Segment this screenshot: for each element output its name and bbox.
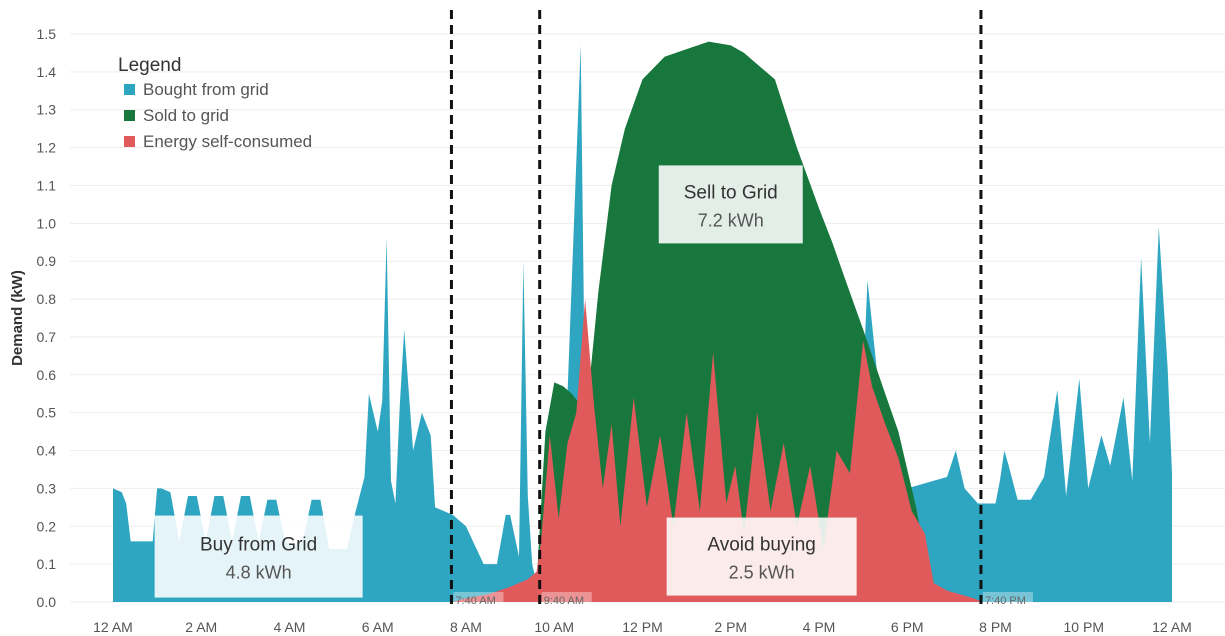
x-tick-label: 8 AM <box>450 619 482 635</box>
y-tick-label: 0.3 <box>37 480 57 496</box>
legend-swatch <box>124 136 135 147</box>
annotation-box <box>154 515 363 598</box>
x-tick-label: 12 AM <box>93 619 133 635</box>
annotation-box <box>666 517 857 596</box>
x-tick-label: 2 AM <box>185 619 217 635</box>
x-tick-label: 6 PM <box>891 619 924 635</box>
x-tick-label: 4 PM <box>803 619 836 635</box>
annotation-value: 7.2 kWh <box>698 210 764 230</box>
y-tick-label: 0.8 <box>37 291 57 307</box>
reference-label: 7:40 AM <box>455 595 495 607</box>
area-bought-from-grid <box>113 45 1172 602</box>
y-tick-label: 0.5 <box>37 405 57 421</box>
y-tick-label: 0.7 <box>37 329 57 345</box>
legend-label: Energy self-consumed <box>143 132 312 151</box>
y-tick-label: 0.6 <box>37 367 57 383</box>
annotations: Buy from Grid 4.8 kWh Sell to Grid 7.2 kWh A… <box>154 165 857 598</box>
legend-swatch <box>124 84 135 95</box>
legend-label: Bought from grid <box>143 80 269 99</box>
x-tick-label: 12 PM <box>622 619 662 635</box>
y-tick-label: 1.3 <box>37 102 57 118</box>
y-tick-label: 1.4 <box>37 64 57 80</box>
reference-label-bg <box>541 592 592 607</box>
legend: Legend Bought from grid Sold to grid Energy… <box>118 55 312 151</box>
y-tick-label: 0.9 <box>37 253 57 269</box>
y-tick-label: 0.2 <box>37 518 57 534</box>
annotation-box <box>658 165 803 244</box>
reference-label-bg <box>982 592 1033 607</box>
y-tick-label: 1.1 <box>37 177 57 193</box>
reference-label: 7:40 PM <box>985 595 1026 607</box>
y-tick-label: 0.4 <box>37 443 57 459</box>
x-tick-label: 2 PM <box>714 619 747 635</box>
annotation-title: Buy from Grid <box>200 535 317 556</box>
annotation-value: 4.8 kWh <box>226 563 292 583</box>
y-axis-label: Demand (kW) <box>9 270 26 366</box>
reference-label-bg <box>453 592 504 607</box>
y-tick-label: 1.0 <box>37 215 57 231</box>
x-tick-label: 8 PM <box>979 619 1012 635</box>
x-tick-label: 4 AM <box>274 619 306 635</box>
y-tick-label: 0.0 <box>37 594 57 610</box>
axes: 0.0 0.1 0.2 0.3 0.4 0.5 0.6 0.7 0.8 0.9 1.0 1.1 1.2 1… <box>9 26 1192 635</box>
legend-label: Sold to grid <box>143 106 229 125</box>
annotation-title: Avoid buying <box>707 535 815 556</box>
y-tick-label: 1.2 <box>37 140 57 156</box>
legend-swatch <box>124 110 135 121</box>
y-tick-label: 0.1 <box>37 556 57 572</box>
y-tick-label: 1.5 <box>37 26 57 42</box>
annotation-title: Sell to Grid <box>684 182 778 203</box>
reference-label: 9:40 AM <box>544 595 584 607</box>
x-tick-label: 10 AM <box>534 619 574 635</box>
annotation-value: 2.5 kWh <box>729 563 795 583</box>
x-tick-label: 6 AM <box>362 619 394 635</box>
x-tick-label: 10 PM <box>1064 619 1104 635</box>
legend-title: Legend <box>118 55 181 76</box>
reference-lines: 7:40 AM 9:40 AM 7:40 PM <box>449 10 1033 608</box>
x-tick-label: 12 AM <box>1152 619 1192 635</box>
